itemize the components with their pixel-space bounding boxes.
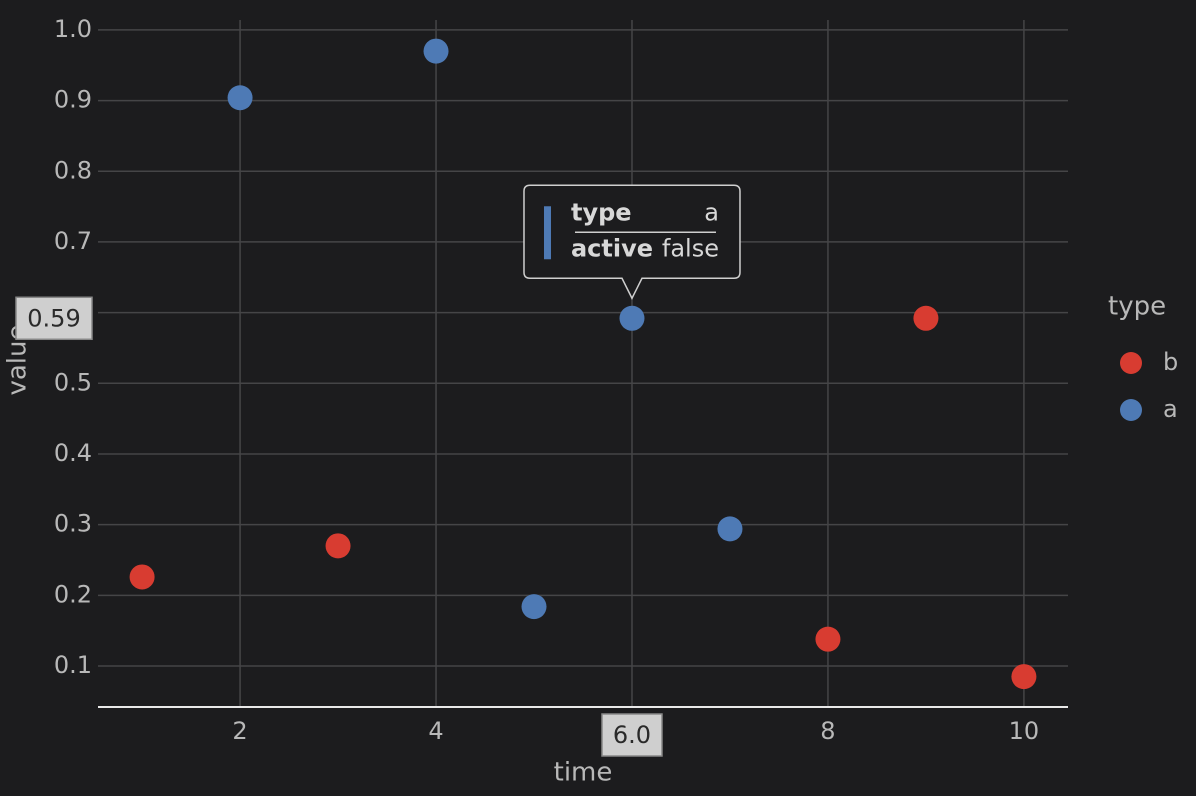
- point: [619, 305, 645, 331]
- y-tick-label: 0.7: [54, 227, 92, 255]
- crosshair-x-label: 6.0: [613, 721, 651, 749]
- tooltip-key: active: [571, 234, 653, 262]
- x-tick-label: 8: [820, 717, 835, 745]
- grid: [98, 20, 1068, 707]
- tooltip-color-bar: [543, 206, 551, 260]
- tooltip-box: [523, 184, 741, 300]
- crosshair-y-box: [15, 296, 93, 341]
- y-tick-label: 0.4: [54, 439, 92, 467]
- x-tick-label: 4: [428, 717, 443, 745]
- point: [423, 38, 449, 64]
- crosshair-x-box: [601, 713, 663, 757]
- legend: type ba: [1108, 292, 1178, 424]
- x-tick-label: 10: [1009, 717, 1040, 745]
- points: [129, 38, 1037, 690]
- legend-title: type: [1108, 292, 1166, 322]
- point: [913, 305, 939, 331]
- legend-label: b: [1163, 348, 1178, 376]
- y-tick-label: 0.5: [54, 368, 92, 396]
- legend-swatch: [1120, 352, 1142, 374]
- point: [521, 594, 547, 620]
- point: [227, 85, 253, 111]
- y-tick-label: 0.3: [54, 510, 92, 538]
- overlay: 0.59 6.0 type a active false: [15, 184, 741, 757]
- point: [717, 516, 743, 542]
- point: [1011, 664, 1037, 690]
- point: [815, 626, 841, 652]
- crosshair-y-label: 0.59: [27, 304, 80, 332]
- legend-swatch: [1120, 399, 1142, 421]
- tooltip-value: a: [704, 198, 719, 226]
- point: [325, 533, 351, 559]
- legend-label: a: [1163, 395, 1178, 423]
- tooltip-value: false: [662, 234, 719, 262]
- tooltip-key: type: [571, 198, 632, 226]
- y-tick-label: 0.2: [54, 580, 92, 608]
- x-tick-label: 2: [232, 717, 247, 745]
- y-tick-label: 0.8: [54, 156, 92, 184]
- point: [129, 564, 155, 590]
- x-axis-label: time: [554, 758, 613, 788]
- ticks: 0.10.20.30.40.50.60.70.80.91.0246810: [54, 15, 1039, 745]
- y-tick-label: 1.0: [54, 15, 92, 43]
- y-tick-label: 0.9: [54, 86, 92, 114]
- y-tick-label: 0.1: [54, 651, 92, 679]
